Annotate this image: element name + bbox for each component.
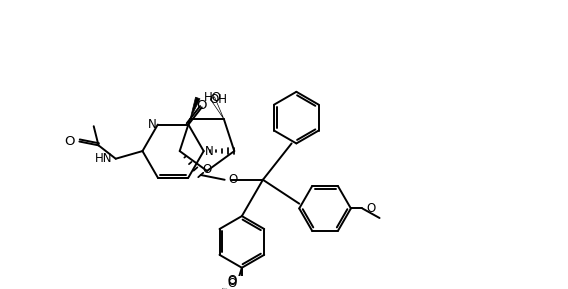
Text: O: O xyxy=(228,277,237,289)
Polygon shape xyxy=(210,97,224,119)
Text: HO: HO xyxy=(203,91,222,104)
Text: methoxy: methoxy xyxy=(222,288,228,289)
Text: N: N xyxy=(204,144,214,158)
Text: O: O xyxy=(227,275,236,288)
Polygon shape xyxy=(190,97,200,119)
Text: O: O xyxy=(202,163,212,176)
Text: O: O xyxy=(228,173,238,186)
Text: O: O xyxy=(197,99,207,112)
Text: HN: HN xyxy=(95,152,113,165)
Text: O: O xyxy=(64,135,74,148)
Text: OH: OH xyxy=(209,93,227,106)
Text: N: N xyxy=(148,118,157,131)
Text: O: O xyxy=(366,202,375,215)
Text: O: O xyxy=(227,274,236,287)
